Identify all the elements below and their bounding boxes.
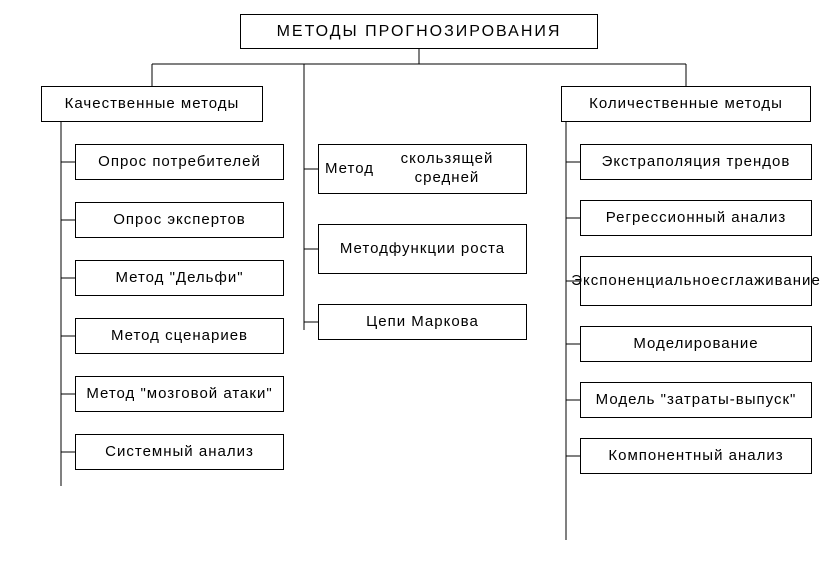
left-item: Метод сценариев [75,318,284,354]
left-item: Метод "Дельфи" [75,260,284,296]
mid-item: Цепи Маркова [318,304,527,340]
left-item: Системный анализ [75,434,284,470]
root-title: МЕТОДЫ ПРОГНОЗИРОВАНИЯ [240,14,598,49]
left-item: Опрос потребителей [75,144,284,180]
mid-item: Методскользящей средней [318,144,527,194]
right-item: Моделирование [580,326,812,362]
left-item: Опрос экспертов [75,202,284,238]
diagram-canvas: МЕТОДЫ ПРОГНОЗИРОВАНИЯ Качественные мето… [0,0,838,570]
left-branch-header: Качественные методы [41,86,263,122]
right-item: Экстраполяция трендов [580,144,812,180]
right-item: Модель "затраты-выпуск" [580,382,812,418]
right-item: Регрессионный анализ [580,200,812,236]
left-item: Метод "мозговой атаки" [75,376,284,412]
right-item: Компонентный анализ [580,438,812,474]
right-item: Экспоненциальноесглаживание [580,256,812,306]
mid-item: Методфункции роста [318,224,527,274]
right-branch-header: Количественные методы [561,86,811,122]
